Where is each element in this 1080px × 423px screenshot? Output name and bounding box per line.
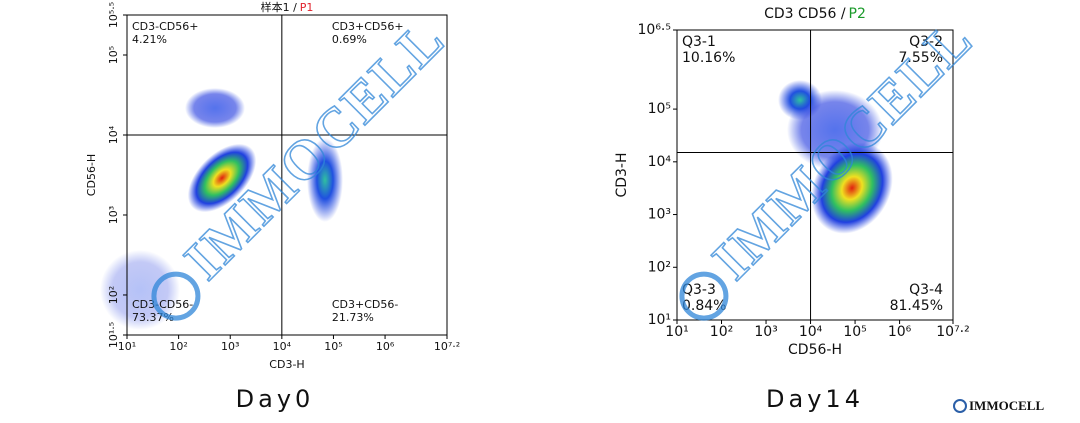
x-tick-label: 10³ bbox=[221, 340, 239, 353]
quadrant-value: 7.55% bbox=[899, 50, 943, 66]
title-text: CD3 CD56 / bbox=[764, 6, 846, 22]
watermark-text: IMMOCELL bbox=[701, 8, 985, 292]
y-tick-label: 10¹ bbox=[648, 312, 671, 328]
quadrant-value: 4.21% bbox=[132, 33, 167, 46]
density-day0 bbox=[100, 88, 343, 330]
watermark: IMMOCELL bbox=[151, 7, 458, 321]
y-tick-label: 10⁵ bbox=[648, 101, 671, 117]
title-text: 样本1 / bbox=[261, 0, 297, 14]
caption: Day0 bbox=[236, 385, 315, 413]
quadrant-name: CD3+CD56- bbox=[332, 298, 399, 311]
y-tick-label: 10⁶·⁵ bbox=[638, 22, 672, 38]
x-axis-label: CD56-H bbox=[788, 342, 842, 358]
y-tick-label: 10³ bbox=[648, 207, 671, 223]
density bbox=[811, 142, 893, 234]
density bbox=[307, 138, 343, 222]
x-tick-label: 10⁶ bbox=[888, 324, 912, 340]
plot-frame bbox=[126, 14, 448, 336]
x-tick-label: 10⁴ bbox=[273, 340, 292, 353]
x-tick-label: 10⁷·² bbox=[936, 324, 970, 340]
quadrant-value: 0.84% bbox=[682, 298, 726, 314]
y-tick-label: 10¹·⁵ bbox=[107, 322, 120, 348]
quadrant-value: 10.16% bbox=[682, 50, 735, 66]
x-tick-label: 10¹ bbox=[665, 324, 688, 340]
quadrant-value: 21.73% bbox=[332, 311, 374, 324]
watermark-logo bbox=[151, 271, 201, 321]
y-tick-label: 10³ bbox=[107, 206, 120, 224]
density bbox=[187, 143, 257, 213]
quadrant-name: CD3-CD56+ bbox=[132, 20, 198, 33]
quadrant-name: Q3-1 bbox=[682, 34, 716, 50]
y-tick-label: 10² bbox=[107, 286, 120, 304]
y-tick-label: 10⁵ bbox=[107, 46, 120, 64]
y-axis-label: CD3-H bbox=[614, 152, 630, 197]
quadrant-name: Q3-4 bbox=[909, 282, 943, 298]
quadrant-value: 0.69% bbox=[332, 33, 367, 46]
watermark-text: IMMOCELL bbox=[173, 8, 457, 292]
caption: Day14 bbox=[766, 385, 864, 413]
x-tick-label: 10⁷·² bbox=[434, 340, 460, 353]
x-tick-label: 10² bbox=[710, 324, 733, 340]
y-tick-label: 10⁴ bbox=[648, 154, 672, 170]
y-tick-label: 10⁴ bbox=[107, 125, 120, 144]
plot-frame bbox=[676, 29, 954, 321]
x-tick-label: 10⁵ bbox=[843, 324, 866, 340]
x-tick-label: 10⁵ bbox=[324, 340, 342, 353]
quadrant-name: Q3-3 bbox=[682, 282, 716, 298]
x-tick-label: 10⁶ bbox=[376, 340, 395, 353]
y-axis-label: CD56-H bbox=[85, 154, 98, 196]
quadrant-name: CD3-CD56- bbox=[132, 298, 193, 311]
title-gate: P1 bbox=[300, 1, 314, 14]
chart-title: CD3 CD56 /P2 bbox=[764, 6, 866, 22]
quadrant-value: 81.45% bbox=[890, 298, 943, 314]
x-tick-label: 10¹ bbox=[118, 340, 136, 353]
y-tick-label: 10⁵·⁵ bbox=[107, 2, 120, 28]
logo-icon bbox=[953, 399, 967, 413]
density bbox=[185, 88, 245, 128]
watermark-logo bbox=[679, 271, 729, 321]
quadrant-name: CD3+CD56+ bbox=[332, 20, 404, 33]
x-axis-label: CD3-H bbox=[269, 358, 304, 371]
x-tick-label: 10⁴ bbox=[799, 324, 823, 340]
quadrant-name: Q3-2 bbox=[909, 34, 943, 50]
title-gate: P2 bbox=[849, 6, 866, 22]
x-tick-label: 10² bbox=[169, 340, 187, 353]
chart-title: 样本1 /P1 bbox=[261, 0, 314, 14]
y-tick-label: 10² bbox=[648, 259, 671, 275]
logo-text: IMMOCELL bbox=[969, 398, 1044, 413]
x-tick-label: 10³ bbox=[754, 324, 777, 340]
